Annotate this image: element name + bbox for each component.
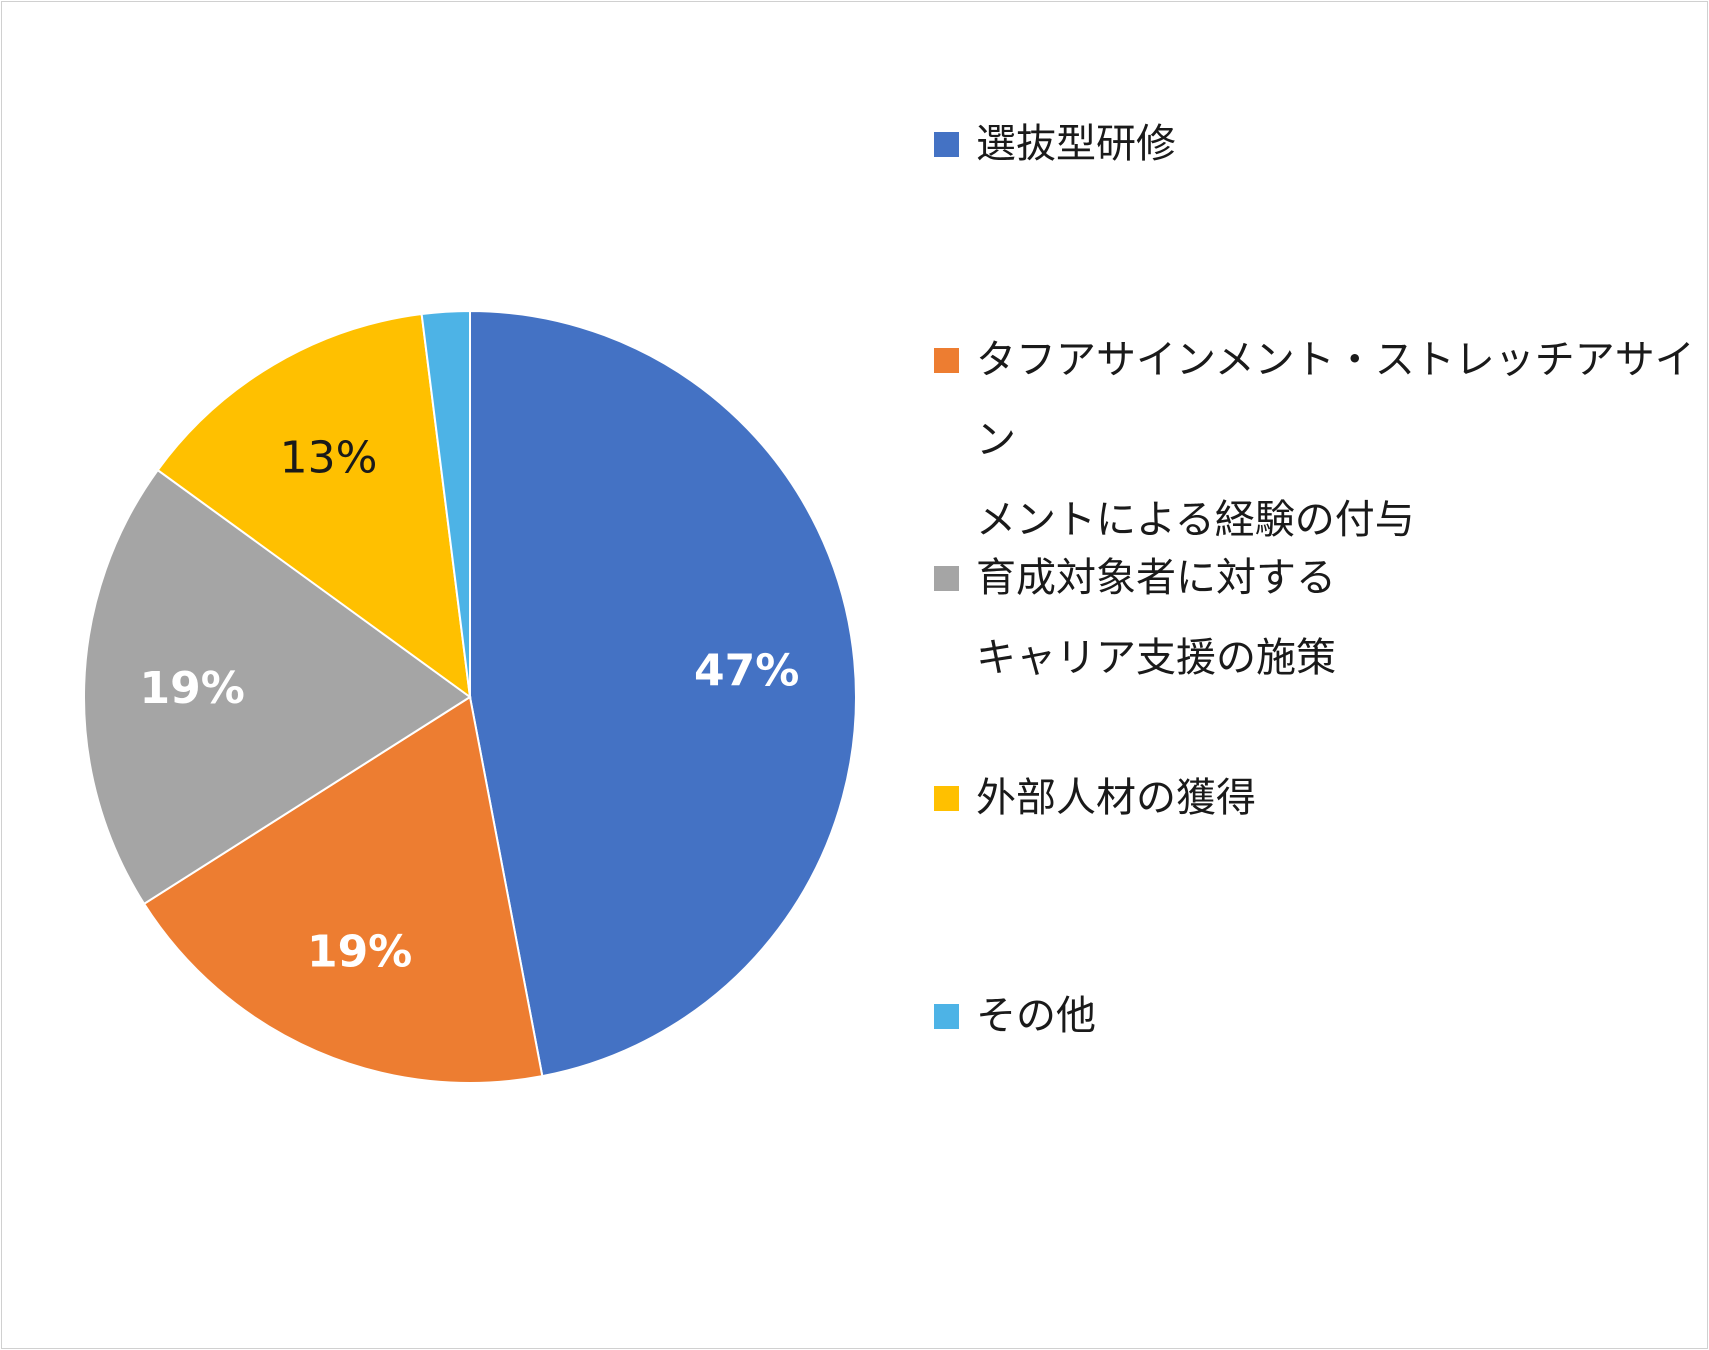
legend-swatch (934, 566, 959, 591)
pie-slice-2 (142, 695, 544, 1084)
legend-swatch (934, 132, 959, 157)
pie-slice-5 (420, 309, 471, 698)
pie-slice-4 (156, 312, 472, 700)
pie-slice-1 (469, 309, 857, 1078)
legend-label: 選抜型研修 (976, 121, 1176, 167)
data-label-4: 13% (280, 432, 378, 483)
legend-swatch (934, 1004, 959, 1029)
legend-label: その他 (976, 993, 1096, 1039)
data-label-2: 19% (307, 927, 412, 978)
legend-label: タフアサインメント・ストレッチアサイン メントによる経験の付与 (976, 337, 1695, 543)
data-label-3: 19% (140, 663, 245, 714)
legend-label: 育成対象者に対する キャリア支援の施策 (976, 555, 1336, 681)
pie-slice-3 (83, 468, 472, 906)
data-label-1: 47% (694, 645, 799, 696)
pie-slices (83, 309, 857, 1084)
legend: 選抜型研修 タフアサインメント・ストレッチアサイン メントによる経験の付与 育成… (934, 0, 1695, 1350)
legend-swatch (934, 348, 959, 373)
pie-data-labels: 47% 19% 19% 13% (140, 432, 800, 977)
legend-swatch (934, 786, 959, 811)
legend-label: 外部人材の獲得 (976, 775, 1256, 821)
